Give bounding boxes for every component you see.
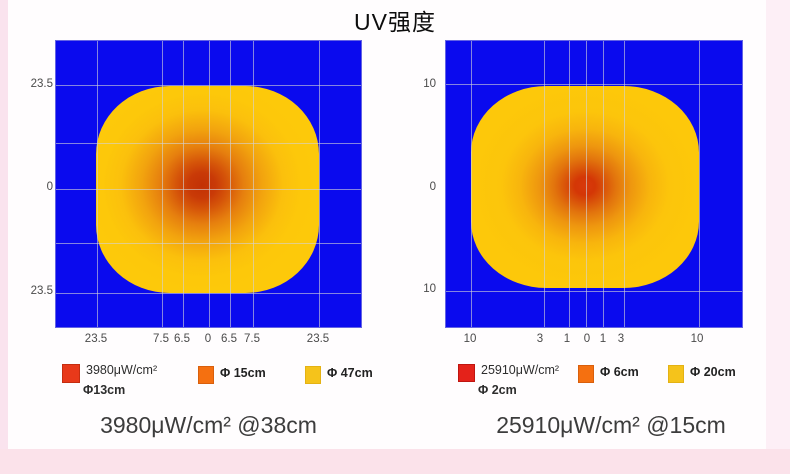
legend-swatch-yellow [668, 365, 684, 383]
legend-diameter-label: Φ 2cm [478, 382, 517, 397]
x-tick-label: 3 [536, 333, 544, 345]
x-tick-label: 10 [463, 333, 477, 345]
gridline [209, 41, 210, 327]
legend-swatch-red [458, 364, 475, 382]
legend-item-outer-left: Φ 47cm [305, 366, 373, 384]
legend-item-mid-right: Φ 6cm [578, 365, 639, 383]
gridline [319, 41, 320, 327]
gridline [699, 41, 700, 327]
gridline [471, 41, 472, 327]
legend-diameter-label: Φ 15cm [220, 366, 266, 380]
y-tick-label: 0 [46, 181, 53, 193]
caption-right: 25910μW/cm² @15cm [496, 412, 726, 438]
x-tick-label: 23.5 [306, 333, 330, 345]
gridline [569, 41, 570, 327]
gridline [230, 41, 231, 327]
uv-intensity-blob-right [471, 86, 699, 288]
x-tick-label: 0 [204, 333, 212, 345]
gridline [56, 243, 361, 244]
x-tick-label: 6.5 [221, 333, 237, 345]
legend-item-mid-left: Φ 15cm [198, 366, 266, 384]
gridline [97, 41, 98, 327]
legend-item-core-right: 25910μW/cm² Φ 2cm [458, 363, 560, 397]
gridline [56, 85, 361, 86]
y-tick-label: 10 [423, 78, 436, 90]
x-tick-label: 23.5 [84, 333, 108, 345]
gridline [56, 293, 361, 294]
x-tick-label: 6.5 [174, 333, 190, 345]
gridline [603, 41, 604, 327]
y-tick-label: 0 [429, 181, 436, 193]
page-edge-bottom [0, 449, 790, 474]
gridline [56, 143, 361, 144]
legend-item-core-left: 3980μW/cm² Φ13cm [62, 363, 158, 397]
legend-diameter-label: Φ 6cm [600, 365, 639, 379]
gridline [446, 84, 742, 85]
uv-heatmap-left [55, 40, 362, 328]
x-tick-label: 7.5 [244, 333, 260, 345]
legend-diameter-label: Φ13cm [83, 382, 126, 397]
uv-heatmap-right [445, 40, 743, 328]
page-title: UV强度 [354, 9, 436, 35]
gridline [183, 41, 184, 327]
legend-diameter-label: Φ 20cm [690, 365, 736, 379]
x-tick-label: 0 [583, 333, 591, 345]
y-tick-label: 10 [423, 283, 436, 295]
gridline [162, 41, 163, 327]
y-tick-label: 23.5 [30, 78, 53, 90]
caption-left: 3980μW/cm² @38cm [100, 412, 317, 438]
x-tick-label: 3 [617, 333, 625, 345]
gridline [446, 291, 742, 292]
gridline [624, 41, 625, 327]
legend-label: 3980μW/cm² [86, 363, 158, 377]
page-edge-right [766, 0, 790, 474]
legend-label: 25910μW/cm² [481, 363, 560, 377]
legend-diameter-label: Φ 47cm [327, 366, 373, 380]
x-tick-label: 1 [599, 333, 607, 345]
x-tick-label: 10 [690, 333, 704, 345]
gridline [56, 189, 361, 190]
gridline [544, 41, 545, 327]
legend-swatch-yellow [305, 366, 321, 384]
legend-item-outer-right: Φ 20cm [668, 365, 736, 383]
x-tick-label: 7.5 [153, 333, 169, 345]
legend-swatch-orange [578, 365, 594, 383]
page-edge-left [0, 0, 8, 474]
x-tick-label: 1 [563, 333, 571, 345]
gridline [586, 41, 587, 327]
y-tick-label: 23.5 [30, 285, 53, 297]
gridline [253, 41, 254, 327]
legend-swatch-red [62, 364, 80, 383]
legend-swatch-orange [198, 366, 214, 384]
